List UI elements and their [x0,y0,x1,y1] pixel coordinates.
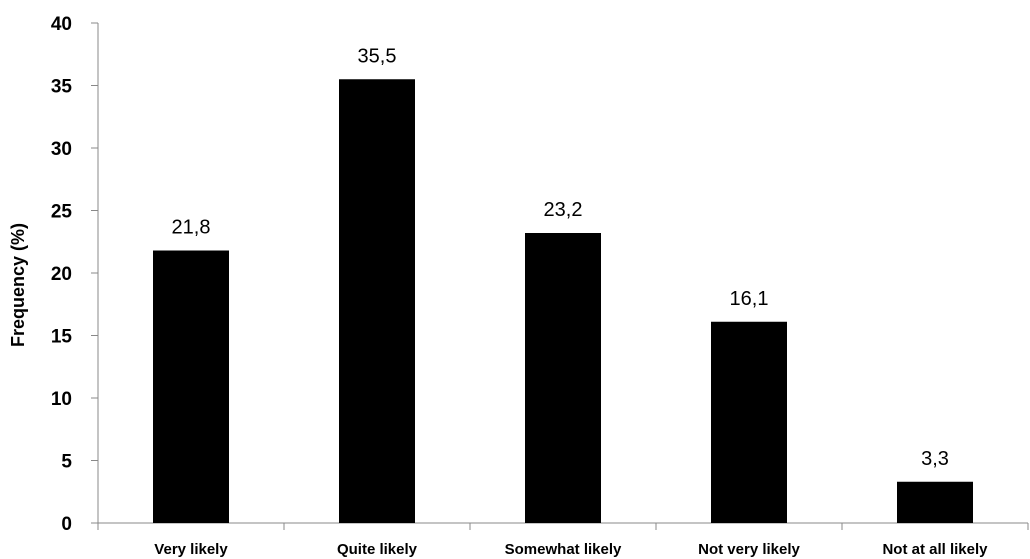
y-tick-label: 35 [51,77,73,98]
bar [897,481,973,523]
bar [525,233,601,523]
y-tick-label: 10 [51,389,72,410]
y-tick-label: 20 [51,264,72,285]
category-label: Somewhat likely [505,541,622,558]
data-label: 35,5 [358,45,397,67]
category-label: Very likely [154,541,228,558]
data-label: 3,3 [921,448,949,470]
y-tick-label: 25 [51,202,73,223]
y-axis: 0 5 10 15 20 25 30 35 40 [51,14,99,535]
category-label: Not very likely [698,541,800,558]
bar [339,79,415,523]
data-labels: 21,8 35,5 23,2 16,1 3,3 [172,45,949,470]
y-tick-label: 0 [61,514,72,535]
y-axis-title: Frequency (%) [8,223,28,347]
y-tick-label: 15 [51,327,73,348]
bar [711,321,787,523]
category-label: Quite likely [337,541,418,558]
data-label: 23,2 [544,199,583,221]
x-axis: Very likely Quite likely Somewhat likely No… [97,522,1029,558]
data-label: 21,8 [172,217,211,239]
bar [153,250,229,523]
data-label: 16,1 [730,288,769,310]
y-tick-label: 30 [51,139,72,160]
category-label: Not at all likely [882,541,988,558]
y-tick-label: 5 [61,452,72,473]
bars [153,79,973,523]
y-tick-label: 40 [51,14,72,35]
